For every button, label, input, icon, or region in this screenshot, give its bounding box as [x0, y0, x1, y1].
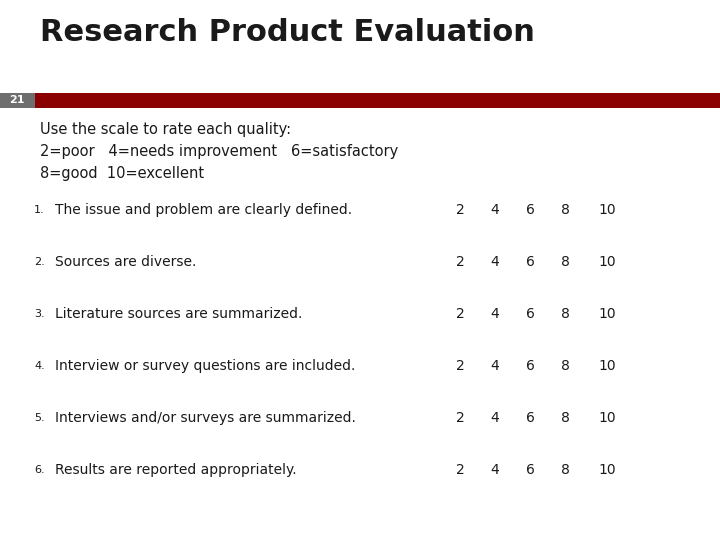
Text: 4: 4 [490, 411, 500, 425]
Text: 4: 4 [490, 307, 500, 321]
Text: 4: 4 [490, 359, 500, 373]
Text: The issue and problem are clearly defined.: The issue and problem are clearly define… [55, 203, 352, 217]
Text: 21: 21 [9, 96, 24, 105]
Text: 6: 6 [526, 307, 534, 321]
Text: 10: 10 [598, 359, 616, 373]
Text: 10: 10 [598, 307, 616, 321]
Text: 10: 10 [598, 463, 616, 477]
Text: 2: 2 [456, 307, 464, 321]
Text: 2: 2 [456, 359, 464, 373]
Text: 6: 6 [526, 359, 534, 373]
Text: 8: 8 [561, 255, 570, 269]
Text: 4.: 4. [34, 361, 45, 371]
Text: 8: 8 [561, 307, 570, 321]
Text: Interview or survey questions are included.: Interview or survey questions are includ… [55, 359, 356, 373]
Text: Sources are diverse.: Sources are diverse. [55, 255, 197, 269]
Text: 6: 6 [526, 411, 534, 425]
Text: 2: 2 [456, 255, 464, 269]
Text: 2: 2 [456, 411, 464, 425]
Bar [0, 93, 35, 108]
Text: 6: 6 [526, 255, 534, 269]
Text: 10: 10 [598, 255, 616, 269]
Text: 6: 6 [526, 463, 534, 477]
Text: Use the scale to rate each quality:: Use the scale to rate each quality: [40, 122, 291, 137]
Text: 10: 10 [598, 203, 616, 217]
Text: 2.: 2. [34, 257, 45, 267]
Text: Literature sources are summarized.: Literature sources are summarized. [55, 307, 302, 321]
Text: 2=poor   4=needs improvement   6=satisfactory: 2=poor 4=needs improvement 6=satisfactor… [40, 144, 398, 159]
Text: 1.: 1. [34, 205, 45, 215]
Text: 4: 4 [490, 255, 500, 269]
Bar [35, 93, 720, 108]
Text: 8: 8 [561, 359, 570, 373]
Text: 8=good  10=excellent: 8=good 10=excellent [40, 166, 204, 181]
Text: 5.: 5. [34, 413, 45, 423]
Text: Results are reported appropriately.: Results are reported appropriately. [55, 463, 297, 477]
Text: 4: 4 [490, 203, 500, 217]
Text: 8: 8 [561, 203, 570, 217]
Text: 6.: 6. [34, 465, 45, 475]
Text: 2: 2 [456, 203, 464, 217]
Text: Research Product Evaluation: Research Product Evaluation [40, 18, 535, 47]
Text: 4: 4 [490, 463, 500, 477]
Text: Interviews and/or surveys are summarized.: Interviews and/or surveys are summarized… [55, 411, 356, 425]
Text: 3.: 3. [34, 309, 45, 319]
Text: 10: 10 [598, 411, 616, 425]
Text: 6: 6 [526, 203, 534, 217]
Text: 8: 8 [561, 463, 570, 477]
Text: 2: 2 [456, 463, 464, 477]
Text: 8: 8 [561, 411, 570, 425]
